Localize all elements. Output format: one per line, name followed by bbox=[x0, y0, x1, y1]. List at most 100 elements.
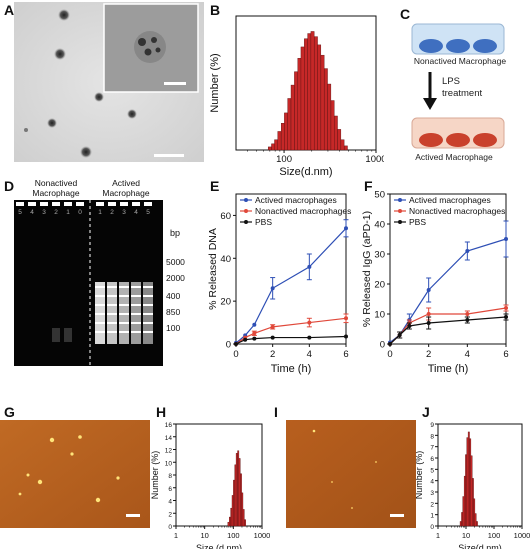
nanoparticle bbox=[127, 109, 137, 119]
nanoparticle bbox=[54, 48, 66, 60]
histogram-bar bbox=[462, 496, 465, 527]
afm-scale-bar-i bbox=[390, 514, 404, 517]
gel-band bbox=[107, 322, 117, 324]
data-point bbox=[307, 320, 312, 325]
panel-label-g: G bbox=[4, 404, 15, 420]
x-tick-label: 10 bbox=[200, 531, 208, 540]
data-point bbox=[270, 286, 275, 291]
data-point bbox=[426, 312, 431, 316]
y-tick-label: 0 bbox=[430, 524, 434, 531]
histogram-bar bbox=[287, 98, 292, 151]
y-axis-label: Number (%) bbox=[209, 53, 221, 112]
afm-particle bbox=[78, 435, 82, 439]
afm-particle bbox=[18, 492, 22, 496]
lane-label: 2 bbox=[110, 209, 114, 216]
legend-label: Nonactived macrophages bbox=[409, 206, 505, 216]
gel-band bbox=[131, 331, 141, 333]
gel-right-header-2: Macrophage bbox=[102, 188, 150, 198]
gel-band bbox=[143, 304, 153, 306]
y-axis-label: % Released DNA bbox=[207, 228, 219, 310]
gel-band bbox=[119, 313, 129, 315]
afm-image-g bbox=[0, 420, 150, 528]
nonactived-dish bbox=[411, 23, 505, 55]
gel-band bbox=[143, 295, 153, 297]
data-point bbox=[344, 316, 348, 321]
gel-band bbox=[119, 295, 129, 297]
y-tick-label: 1 bbox=[430, 513, 434, 520]
gel-band bbox=[119, 304, 129, 306]
histogram-bar bbox=[230, 507, 233, 527]
gel-well bbox=[16, 202, 24, 206]
nanoparticle bbox=[80, 146, 92, 158]
actived-caption: Actived Macrophage bbox=[415, 152, 493, 162]
x-axis-label: Time (h) bbox=[428, 363, 469, 375]
data-point bbox=[234, 342, 238, 346]
afm-particle bbox=[351, 507, 353, 509]
legend-label: PBS bbox=[409, 217, 426, 227]
histogram-bar bbox=[294, 71, 298, 151]
nanoparticle bbox=[47, 118, 57, 128]
gel-band bbox=[95, 304, 105, 306]
histogram-bar bbox=[242, 509, 245, 527]
gel-band bbox=[131, 286, 141, 288]
gel-well bbox=[28, 202, 36, 206]
legend-marker bbox=[244, 209, 248, 213]
ladder-label: 2000 bbox=[166, 273, 185, 283]
x-tick-label: 10 bbox=[462, 531, 470, 540]
lane-label: 2 bbox=[54, 209, 58, 216]
inset-scale-bar bbox=[164, 82, 186, 85]
legend-label: PBS bbox=[255, 217, 272, 227]
gel-well bbox=[40, 202, 48, 206]
y-tick-label: 8 bbox=[430, 433, 434, 440]
gel-right-header-1: Actived bbox=[112, 178, 140, 188]
gel-left-header-1: Nonactived bbox=[35, 178, 78, 188]
y-axis-label: Number (%) bbox=[150, 451, 160, 500]
data-point bbox=[344, 226, 348, 231]
gel-band bbox=[131, 322, 141, 324]
ladder-label: 5000 bbox=[166, 257, 185, 267]
x-tick-label: 100 bbox=[276, 154, 292, 165]
x-tick-label: 1000 bbox=[254, 531, 271, 540]
y-tick-label: 5 bbox=[430, 467, 434, 474]
actived-dish bbox=[411, 117, 505, 149]
igg-release-chart: 0 2 4 6 0 10 20 30 40 50 Actived macrophagesNonact… bbox=[361, 190, 509, 376]
histogram-bar bbox=[304, 38, 308, 151]
gel-band bbox=[143, 286, 153, 288]
histogram-bar bbox=[241, 492, 244, 527]
afm-particle bbox=[375, 461, 377, 463]
y-tick-label: 4 bbox=[168, 499, 172, 506]
y-axis-label: Number (%) bbox=[416, 451, 424, 500]
x-tick-label: 1 bbox=[174, 531, 178, 540]
histogram-bar bbox=[281, 122, 285, 151]
plot-frame bbox=[175, 423, 263, 527]
histogram-bar bbox=[330, 100, 335, 151]
panel-label-b: B bbox=[210, 2, 221, 18]
x-axis-label: Size (d.nm) bbox=[196, 543, 242, 549]
lane-label: 5 bbox=[146, 209, 150, 216]
gel-band bbox=[143, 331, 153, 333]
gel-well bbox=[108, 202, 116, 206]
panel-label-a: A bbox=[4, 2, 15, 18]
x-tick-label: 1 bbox=[436, 531, 440, 540]
legend-marker bbox=[244, 220, 248, 224]
data-point bbox=[307, 335, 312, 340]
gel-electrophoresis: Nonactived Macrophage Actived Macrophage… bbox=[14, 178, 185, 366]
data-point bbox=[504, 315, 508, 319]
histogram-bar bbox=[271, 143, 275, 151]
histogram-bar bbox=[227, 521, 230, 527]
down-arrow-icon bbox=[423, 72, 437, 110]
panel-label-f: F bbox=[364, 178, 373, 194]
y-tick-label: 9 bbox=[430, 422, 434, 429]
y-tick-label: 60 bbox=[220, 211, 231, 222]
y-tick-label: 6 bbox=[430, 456, 434, 463]
histogram-bar bbox=[334, 115, 338, 151]
data-point bbox=[270, 335, 275, 340]
histogram-bar bbox=[310, 31, 315, 151]
afm-particle bbox=[49, 437, 55, 443]
afm-particle bbox=[26, 473, 30, 477]
legend-marker bbox=[398, 209, 402, 213]
histogram-bar bbox=[474, 513, 477, 527]
gel-band bbox=[107, 304, 117, 306]
